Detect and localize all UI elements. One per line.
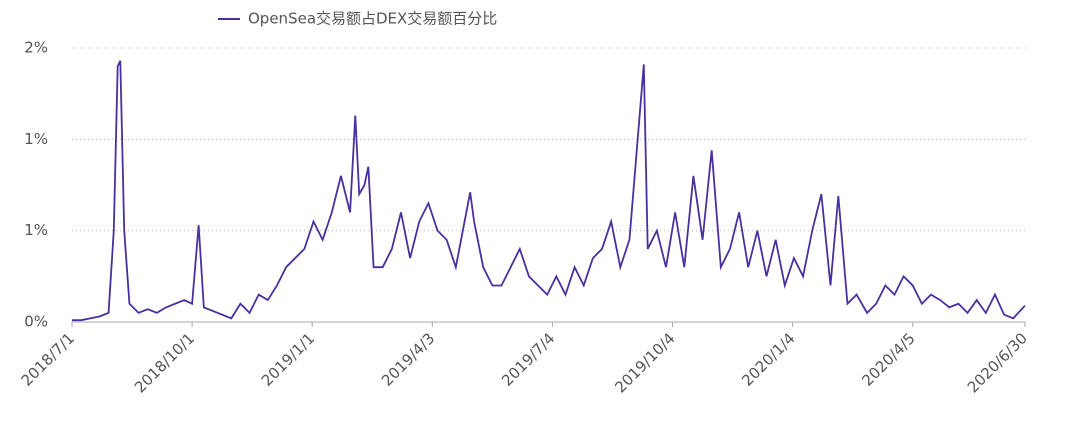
x-tick-label: 2020/6/30 xyxy=(964,329,1031,396)
x-tick-label: 2018/10/1 xyxy=(131,329,198,396)
x-tick-label: 2018/7/1 xyxy=(18,329,78,389)
x-tick-label: 2020/4/5 xyxy=(858,329,918,389)
x-tick-label: 2019/1/1 xyxy=(258,329,318,389)
x-tick-label: 2020/1/4 xyxy=(738,329,798,389)
y-tick-label: 1% xyxy=(24,221,48,239)
x-tick-label: 2019/4/3 xyxy=(378,329,438,389)
y-tick-label: 1% xyxy=(24,130,48,148)
legend-label: OpenSea交易额占DEX交易额百分比 xyxy=(248,10,497,28)
y-tick-label: 0% xyxy=(24,313,48,331)
data-line xyxy=(72,60,1026,322)
x-tick-label: 2019/10/4 xyxy=(611,329,678,396)
x-tick-label: 2019/7/4 xyxy=(498,329,558,389)
y-tick-label: 2% xyxy=(24,39,48,57)
